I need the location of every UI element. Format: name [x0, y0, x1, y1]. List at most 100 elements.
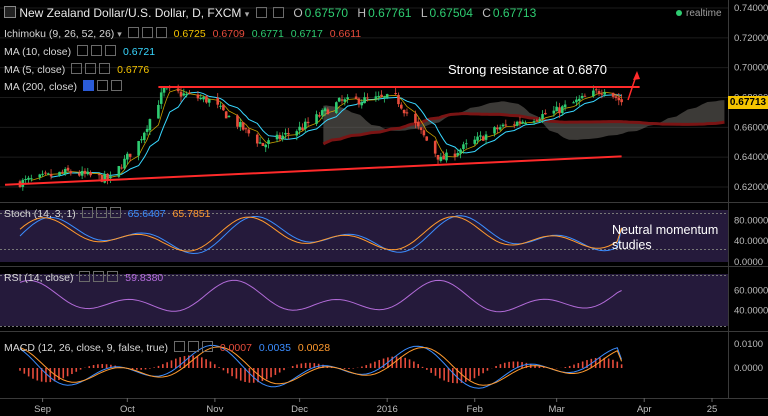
candle-body: [473, 139, 477, 144]
rsi-tick-label: 60.0000: [734, 285, 768, 296]
settings-icon[interactable]: [187, 341, 199, 352]
candle-body: [383, 96, 386, 98]
close-icon[interactable]: [272, 7, 284, 18]
stoch-k-value: 65.6407: [127, 208, 166, 220]
candle-body: [224, 111, 228, 119]
candle-body: [439, 156, 443, 161]
candle-body: [462, 144, 465, 150]
ichimoku-cloud: [323, 100, 725, 144]
time-tick-label: Mar: [548, 404, 564, 415]
study-rsi[interactable]: RSI (14, close) 59.8380: [4, 271, 163, 284]
high-label: H: [357, 6, 367, 20]
candle-body: [29, 178, 33, 180]
candle-body: [518, 121, 522, 124]
candle-body: [337, 97, 341, 102]
candle-body: [374, 96, 378, 100]
candle-body: [103, 174, 107, 183]
candle-body: [320, 110, 324, 116]
study-ichimoku[interactable]: Ichimoku (9, 26, 52, 26) ▾ 0.6725 0.6709…: [4, 27, 361, 40]
candle-body: [419, 127, 423, 131]
candle-body: [498, 127, 502, 130]
candle-body: [558, 107, 561, 114]
close-icon[interactable]: [109, 207, 121, 218]
settings-icon[interactable]: [93, 271, 105, 282]
settings-icon[interactable]: [96, 80, 108, 91]
candle-body: [335, 102, 338, 114]
low-value: 0.67504: [429, 6, 473, 20]
candle-body: [597, 91, 601, 94]
study-ma200[interactable]: MA (200, close): [4, 80, 122, 93]
settings-icon[interactable]: [141, 27, 153, 38]
realtime-status: realtime: [676, 8, 722, 19]
candle-body: [360, 102, 364, 106]
ichimoku-value-5: 0.6611: [329, 28, 362, 40]
candle-body: [159, 92, 163, 104]
close-icon[interactable]: [99, 63, 111, 74]
time-tick-label: 25: [707, 404, 718, 415]
settings-icon[interactable]: [95, 207, 107, 218]
open-value: 0.67570: [304, 6, 349, 20]
stoch-d-value: 65.7851: [172, 208, 211, 220]
candle-body: [425, 136, 429, 141]
candle-body: [459, 149, 462, 154]
candle-body: [594, 89, 598, 91]
candle-body: [326, 109, 330, 115]
candle-body: [363, 97, 366, 104]
study-macd[interactable]: MACD (12, 26, close, 9, false, true) 0.0…: [4, 341, 330, 354]
realtime-label: realtime: [686, 8, 722, 19]
candle-body: [222, 104, 225, 111]
candle-body: [600, 93, 604, 95]
macd-line: [19, 344, 623, 389]
visibility-icon[interactable]: [127, 27, 139, 38]
ichimoku-value-1: 0.6725: [173, 28, 206, 40]
candle-body: [261, 142, 265, 147]
candle-body: [377, 95, 381, 97]
time-tick-label: Nov: [206, 404, 223, 415]
candle-body: [442, 155, 445, 160]
candle-body: [484, 134, 488, 140]
low-label: L: [420, 6, 428, 20]
study-ma10[interactable]: MA (10, close) 0.6721: [4, 45, 155, 58]
chevron-down-icon[interactable]: ▾: [244, 9, 250, 19]
candle-body: [512, 124, 516, 126]
settings-icon[interactable]: [91, 45, 103, 56]
breakout-arrow: [627, 75, 637, 101]
candle-body: [148, 119, 152, 131]
close-icon[interactable]: [105, 45, 117, 56]
close-icon[interactable]: [201, 341, 213, 352]
candle-body: [343, 99, 347, 102]
candle-body: [66, 167, 70, 171]
visibility-icon[interactable]: [79, 271, 91, 282]
visibility-icon[interactable]: [71, 63, 83, 74]
candle-body: [239, 121, 242, 127]
chart-title[interactable]: New Zealand Dollar/U.S. Dollar, D, FXCM: [19, 6, 242, 20]
candle-body: [86, 171, 90, 175]
symbol-search-icon[interactable]: [4, 6, 16, 18]
candle-body: [241, 122, 245, 130]
visibility-icon[interactable]: [82, 80, 94, 91]
visibility-icon[interactable]: [81, 207, 93, 218]
candle-body: [496, 127, 499, 130]
close-icon[interactable]: [155, 27, 167, 38]
chevron-down-icon[interactable]: ▾: [117, 29, 122, 39]
candle-body: [199, 97, 203, 99]
settings-icon[interactable]: [85, 63, 97, 74]
visibility-icon[interactable]: [173, 341, 185, 352]
close-icon[interactable]: [107, 271, 119, 282]
study-stoch[interactable]: Stoch (14, 3, 1) 65.6407 65.7851: [4, 207, 211, 220]
visibility-icon[interactable]: [77, 45, 89, 56]
candle-body: [244, 128, 248, 130]
candle-body: [416, 121, 420, 127]
candle-body: [109, 176, 112, 179]
candle-body: [400, 104, 403, 109]
candle-body: [275, 134, 279, 140]
candle-body: [538, 119, 542, 122]
ma5-label: MA (5, close): [4, 64, 66, 76]
candle-body: [422, 130, 426, 136]
stoch-tick-label: 40.0000: [734, 236, 768, 247]
candle-body: [476, 136, 479, 141]
settings-icon[interactable]: [255, 7, 267, 18]
close-icon[interactable]: [110, 80, 122, 91]
study-ma5[interactable]: MA (5, close) 0.6776: [4, 63, 149, 76]
